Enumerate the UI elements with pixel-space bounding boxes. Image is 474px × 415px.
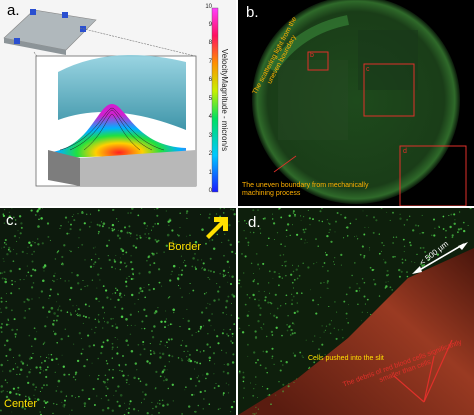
colorbar-tick: 10: [205, 4, 212, 10]
panel-b-tag: b.: [246, 4, 259, 21]
panel-c-image: [0, 208, 236, 415]
colorbar-tick: 5: [208, 96, 212, 102]
panel-d-image: [238, 208, 474, 415]
panel-b: b. b c d The scattering light from the u…: [238, 0, 474, 206]
panel-b-image: [252, 0, 467, 206]
panel-a-figure: [3, 7, 219, 193]
roi-label: c: [366, 66, 370, 73]
annotation-boundary: The uneven boundary from mechanically ma…: [242, 182, 369, 197]
colorbar-tick: 7: [208, 59, 212, 65]
panel-c: c. Border Center: [0, 208, 236, 415]
roi-label: d: [403, 148, 407, 155]
roi-label: b: [310, 52, 314, 59]
colorbar-tick: 9: [208, 22, 212, 28]
scale-arrow-icon: [412, 242, 468, 274]
colorbar-tick: 3: [208, 133, 212, 139]
colorbar-tick: 8: [208, 40, 212, 46]
label-border: Border: [168, 241, 202, 253]
colorbar-title: VelocityMagnitude - micron/s: [220, 48, 229, 152]
colorbar-tick: 0: [208, 188, 212, 194]
colorbar-tick: 1: [208, 170, 212, 176]
colorbar-tick: 6: [208, 77, 212, 83]
panel-c-tag: c.: [6, 212, 18, 229]
label-center: Center: [4, 398, 38, 410]
pointer-lines: [393, 339, 453, 403]
label-pushed: Cells pushed into the slit: [308, 355, 384, 362]
panel-d: d. < 500 µm Cells pushed into the slit T…: [238, 208, 474, 415]
panel-d-tag: d.: [248, 214, 261, 231]
colorbar-tick: 2: [208, 151, 212, 157]
panel-a-tag: a.: [7, 2, 20, 19]
arrow-up-right-icon: [206, 217, 228, 239]
colorbar-ticks: 10 9 8 7 6 5 4 3 2 1 0: [204, 4, 212, 194]
colorbar-tick: 4: [208, 114, 212, 120]
panel-a: a. 10 9 8 7 6 5 4 3 2 1 0 VelocityMagnit…: [0, 0, 236, 206]
